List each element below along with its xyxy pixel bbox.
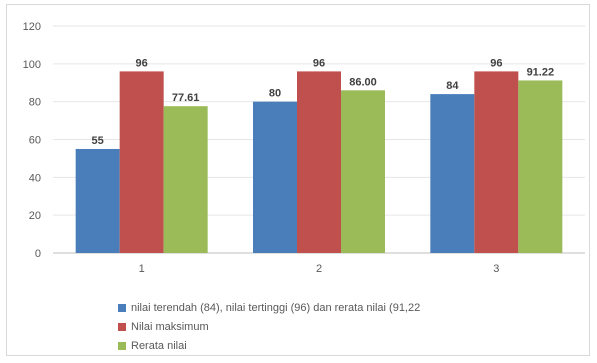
y-tick-label: 60 bbox=[29, 135, 41, 147]
y-axis-ticks: 0 20 40 60 80 100 120 bbox=[23, 21, 41, 260]
y-tick-label: 120 bbox=[23, 21, 41, 33]
bar bbox=[341, 90, 385, 253]
bar bbox=[163, 106, 208, 254]
data-label: 84 bbox=[446, 80, 459, 92]
data-label: 96 bbox=[490, 57, 502, 69]
y-tick-label: 100 bbox=[23, 59, 41, 71]
bars bbox=[75, 71, 563, 254]
legend-item-series-3: Rerata nilai bbox=[118, 336, 420, 355]
data-label: 80 bbox=[269, 88, 281, 100]
legend-label-series-2: Nilai maksimum bbox=[131, 320, 209, 333]
data-label: 96 bbox=[313, 57, 325, 69]
x-axis-ticks: 1 2 3 bbox=[139, 263, 500, 275]
legend-item-series-1: nilai terendah (84), nilai tertinggi (96… bbox=[118, 298, 420, 317]
bar bbox=[75, 148, 120, 253]
data-label: 77.61 bbox=[172, 92, 200, 104]
data-label: 86.00 bbox=[349, 76, 377, 88]
data-label: 91.22 bbox=[527, 66, 555, 78]
legend-swatch-series-1 bbox=[118, 303, 126, 312]
x-tick-label: 1 bbox=[139, 263, 145, 275]
data-label: 96 bbox=[136, 57, 148, 69]
y-tick-label: 80 bbox=[29, 97, 41, 109]
bar bbox=[297, 71, 341, 254]
legend: nilai terendah (84), nilai tertinggi (96… bbox=[118, 298, 420, 355]
bar bbox=[253, 101, 297, 254]
legend-swatch-series-3 bbox=[118, 341, 126, 350]
bar bbox=[430, 94, 475, 253]
legend-label-series-1: nilai terendah (84), nilai tertinggi (96… bbox=[131, 301, 421, 314]
data-labels: 55 96 77.61 80 96 86.00 84 96 91.22 bbox=[92, 57, 555, 147]
x-tick-label: 3 bbox=[493, 263, 499, 275]
y-tick-label: 0 bbox=[35, 248, 41, 260]
bar bbox=[119, 71, 164, 254]
legend-swatch-series-2 bbox=[118, 322, 126, 331]
legend-item-series-2: Nilai maksimum bbox=[118, 317, 420, 336]
data-label: 55 bbox=[92, 135, 104, 147]
y-tick-label: 20 bbox=[29, 210, 41, 222]
legend-label-series-3: Rerata nilai bbox=[131, 339, 187, 352]
bar bbox=[474, 71, 519, 254]
x-tick-label: 2 bbox=[316, 263, 322, 275]
bar bbox=[518, 80, 563, 253]
y-tick-label: 40 bbox=[29, 172, 41, 184]
